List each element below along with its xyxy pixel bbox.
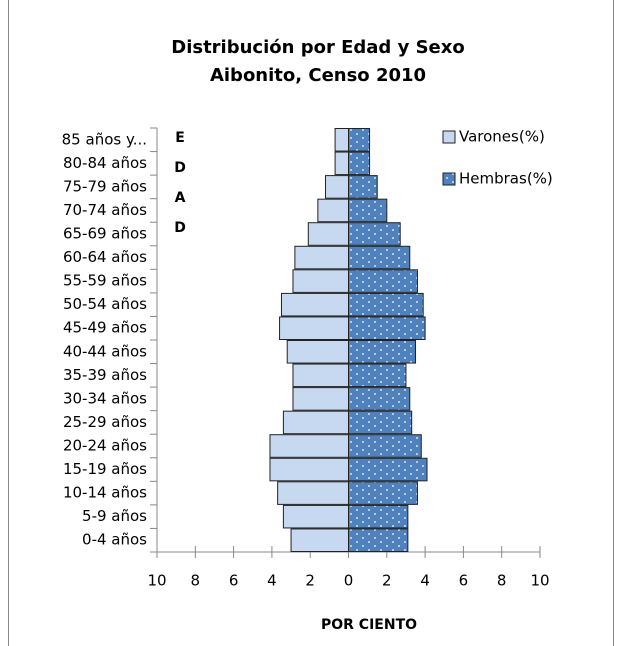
- bar: [290, 528, 349, 553]
- bar: [282, 504, 350, 529]
- bar: [334, 128, 350, 152]
- bar: [348, 340, 417, 364]
- x-tick-label: 2: [305, 572, 315, 590]
- bar: [282, 410, 350, 435]
- bar: [348, 245, 411, 270]
- x-tick-label: 6: [229, 572, 239, 590]
- y-tick-label: 80-84 años: [63, 154, 147, 172]
- y-tick-label: 55-59 años: [63, 272, 147, 290]
- legend-label: Hembras(%): [459, 170, 553, 188]
- legend-label: Varones(%): [459, 128, 545, 146]
- y-tick-label: 35-39 años: [63, 366, 147, 384]
- bar: [348, 363, 407, 388]
- bar: [348, 528, 409, 553]
- y-tick-label: 40-44 años: [63, 342, 147, 360]
- x-axis-title: POR CIENTO: [321, 617, 417, 633]
- bar: [348, 292, 424, 317]
- bar: [348, 316, 426, 341]
- x-tick-label: 6: [459, 572, 469, 590]
- y-tick-label: 30-34 años: [63, 389, 147, 407]
- x-tick-label: 8: [497, 572, 507, 590]
- bar: [292, 387, 349, 411]
- y-tick-label: 70-74 años: [63, 201, 147, 219]
- x-tick-label: 4: [420, 572, 430, 590]
- y-tick-label: 5-9 años: [82, 507, 147, 525]
- bar: [292, 363, 349, 388]
- bar: [348, 128, 371, 152]
- x-tick-label: 4: [267, 572, 277, 590]
- y-tick-label: 10-14 años: [63, 484, 147, 502]
- x-tick-label: 0: [344, 572, 354, 590]
- bar: [280, 292, 350, 317]
- chart-subtitle: Aibonito, Censo 2010: [210, 65, 426, 86]
- bar: [348, 269, 418, 293]
- y-tick-label: 50-54 años: [63, 295, 147, 313]
- bar: [325, 175, 349, 199]
- y-tick-label: 20-24 años: [63, 437, 147, 455]
- bar: [307, 222, 350, 246]
- legend-swatch: [442, 130, 456, 144]
- bar: [348, 434, 422, 458]
- bar: [348, 481, 418, 505]
- bar: [348, 410, 413, 435]
- bar: [348, 175, 378, 199]
- bar: [348, 151, 371, 176]
- x-tick-label: 10: [530, 572, 549, 590]
- y-tick-label: 25-29 años: [63, 413, 147, 431]
- bar: [286, 340, 349, 364]
- bar: [317, 198, 349, 223]
- y-axis-title: EDAD: [172, 130, 188, 250]
- y-tick-label: 65-69 años: [63, 225, 147, 243]
- y-tick-label: 85 años y...: [62, 130, 147, 148]
- x-tick-label: 8: [191, 572, 201, 590]
- bar: [348, 504, 409, 529]
- bar: [334, 151, 350, 176]
- y-tick-label: 45-49 años: [63, 319, 147, 337]
- bar: [348, 222, 401, 246]
- bar: [294, 245, 350, 270]
- bar: [348, 387, 411, 411]
- legend-swatch: [442, 172, 456, 186]
- bar: [279, 316, 349, 341]
- bar: [348, 198, 388, 223]
- x-tick-label: 2: [382, 572, 392, 590]
- y-tick-label: 75-79 años: [63, 177, 147, 195]
- bar: [269, 457, 349, 482]
- y-tick-label: 60-64 años: [63, 248, 147, 266]
- bar: [348, 457, 428, 482]
- bar: [292, 269, 349, 293]
- bar: [269, 434, 349, 458]
- y-tick-label: 0-4 años: [82, 531, 147, 549]
- bar: [277, 481, 349, 505]
- y-tick-label: 15-19 años: [63, 460, 147, 478]
- chart-title: Distribución por Edad y Sexo: [171, 37, 464, 58]
- x-tick-label: 10: [147, 572, 166, 590]
